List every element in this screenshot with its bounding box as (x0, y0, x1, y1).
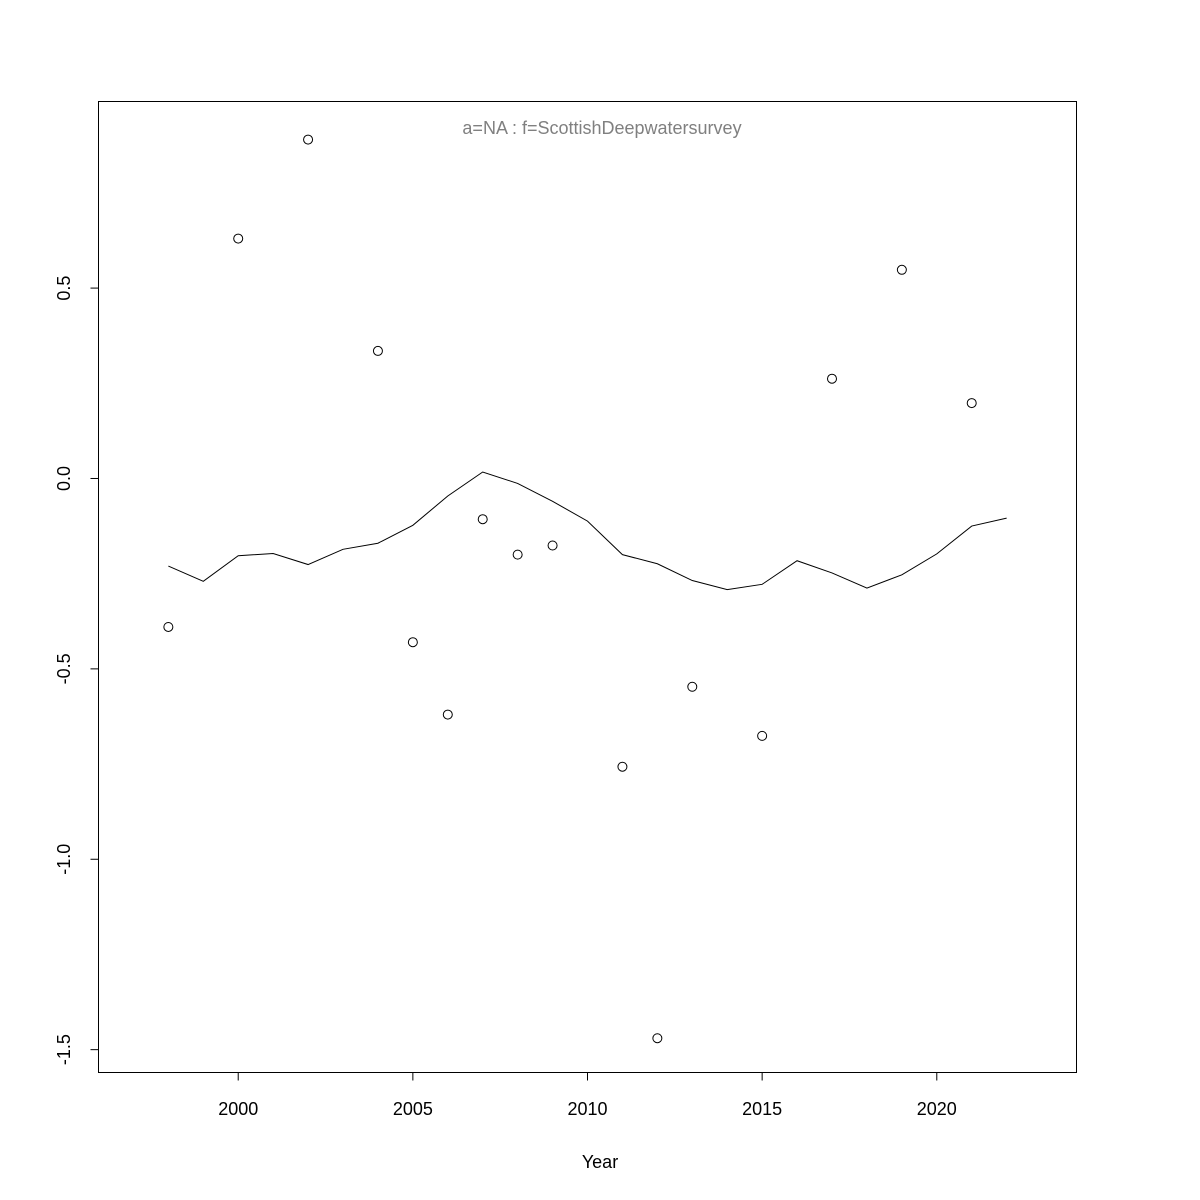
data-point (827, 373, 837, 384)
x-tick-label: 2015 (742, 1099, 782, 1119)
x-tick-label: 2000 (218, 1099, 258, 1119)
data-point (966, 398, 977, 409)
series-layer (163, 134, 1007, 1044)
data-point (163, 621, 174, 632)
trend-line (168, 471, 1007, 591)
y-tick-label: 0.0 (54, 466, 74, 491)
data-point (477, 514, 488, 525)
x-tick-label: 2005 (393, 1099, 433, 1119)
data-point (757, 730, 768, 741)
x-tick-label: 2020 (917, 1099, 957, 1119)
x-tick-label: 2010 (567, 1099, 607, 1119)
data-point (407, 637, 418, 648)
data-point (652, 1033, 663, 1044)
data-point (896, 264, 907, 275)
data-point (512, 549, 523, 560)
data-point (687, 681, 698, 692)
data-point (303, 134, 314, 145)
y-axis: -1.5 -1.0 -0.5 0.0 0.5 (54, 276, 99, 1065)
data-point (233, 233, 244, 244)
x-axis-label: Year (582, 1152, 618, 1172)
y-tick-label: -0.5 (54, 653, 74, 684)
y-tick-label: -1.5 (54, 1034, 74, 1065)
chart-title: a=NA : f=ScottishDeepwatersurvey (462, 118, 741, 138)
plot-frame (98, 101, 1077, 1073)
x-axis: 2000 2005 2010 2015 2020 (218, 1072, 957, 1119)
y-tick-label: 0.5 (54, 276, 74, 301)
data-point (617, 761, 628, 772)
data-point (547, 540, 558, 551)
data-point (372, 345, 383, 356)
y-tick-label: -1.0 (54, 844, 74, 875)
data-point (442, 709, 453, 720)
